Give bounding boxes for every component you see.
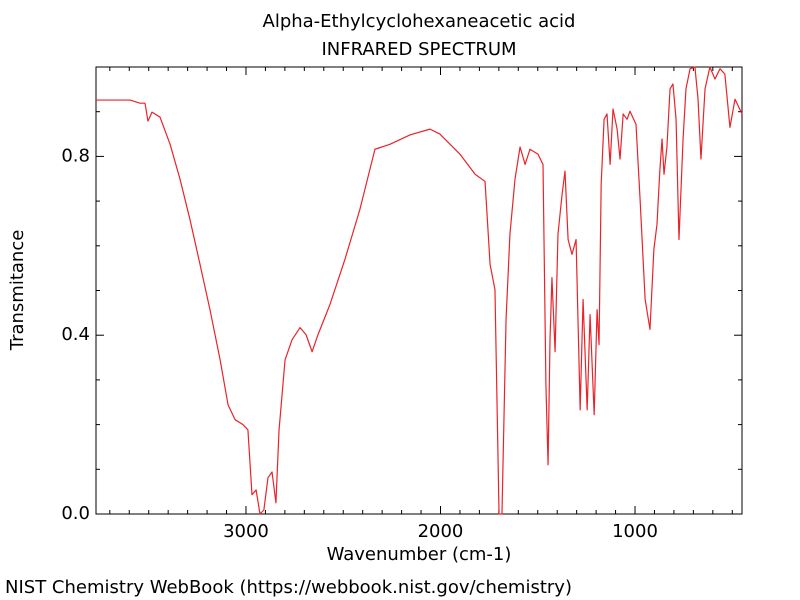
spectrum-line: [96, 66, 743, 515]
y-tick-label: 0.0: [61, 503, 90, 524]
x-axis-label: Wavenumber (cm-1): [327, 544, 512, 565]
chart-subtitle: INFRARED SPECTRUM: [321, 39, 516, 60]
source-note: NIST Chemistry WebBook (https://webbook.…: [5, 577, 572, 598]
y-tick-label: 0.8: [61, 145, 90, 166]
x-tick-label: 3000: [223, 521, 269, 542]
chart-title: Alpha-Ethylcyclohexaneacetic acid: [263, 11, 576, 32]
y-axis-label: Transmitance: [7, 230, 28, 352]
y-tick-label: 0.4: [61, 324, 90, 345]
x-tick-label: 2000: [418, 521, 464, 542]
x-tick-label: 1000: [612, 521, 658, 542]
